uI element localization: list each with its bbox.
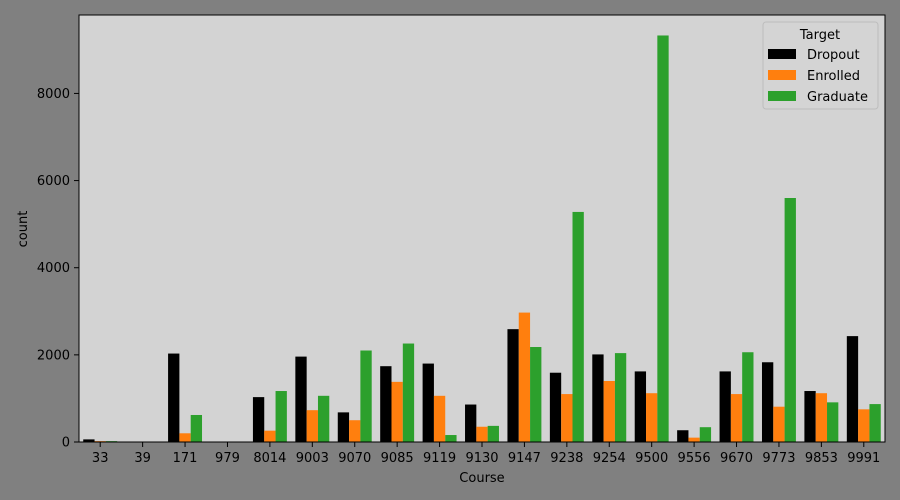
x-tick-label: 33 — [92, 451, 109, 466]
x-tick-label: 979 — [215, 451, 240, 466]
bar-dropout-9773 — [761, 362, 774, 442]
y-axis-label: count — [16, 211, 31, 248]
bar-dropout-9085 — [380, 366, 392, 442]
y-tick-label: 6000 — [37, 174, 70, 189]
bar-dropout-9254 — [592, 354, 604, 442]
x-tick-label: 9254 — [593, 451, 626, 466]
bar-enrolled-9238 — [561, 394, 573, 442]
x-tick-label: 171 — [173, 451, 198, 466]
bar-graduate-9773 — [784, 198, 796, 442]
bar-graduate-8014 — [275, 391, 287, 442]
bar-enrolled-9773 — [773, 406, 785, 442]
bar-dropout-9853 — [804, 391, 816, 442]
x-tick-label: 9119 — [423, 451, 456, 466]
bar-graduate-9085 — [402, 343, 415, 442]
bar-enrolled-9500 — [646, 393, 658, 442]
bar-dropout-33 — [83, 439, 95, 442]
y-tick-label: 2000 — [37, 348, 70, 363]
y-tick-label: 0 — [62, 436, 70, 451]
y-tick-label: 8000 — [37, 87, 70, 102]
bar-enrolled-9670 — [730, 394, 743, 442]
bar-graduate-9147 — [530, 347, 542, 442]
bar-dropout-9119 — [422, 363, 434, 442]
y-axis: 0 2000 4000 6000 8000 — [37, 87, 79, 451]
bar-graduate-9500 — [657, 35, 669, 442]
legend-swatch-dropout — [768, 49, 796, 59]
bar-enrolled-9991 — [858, 409, 870, 442]
bars-layer — [83, 35, 881, 442]
bar-graduate-9991 — [869, 404, 881, 442]
legend-title: Target — [799, 28, 840, 43]
bar-dropout-9670 — [719, 371, 731, 442]
x-tick-label: 9003 — [296, 451, 329, 466]
x-tick-label: 9853 — [805, 451, 838, 466]
bar-graduate-171 — [190, 414, 203, 442]
legend-swatch-enrolled — [768, 70, 796, 80]
x-tick-label: 9147 — [508, 451, 541, 466]
bar-enrolled-9070 — [349, 420, 361, 442]
bar-graduate-9238 — [572, 211, 584, 442]
bar-graduate-9003 — [317, 395, 330, 442]
bar-graduate-9254 — [614, 353, 627, 442]
x-axis-label: Course — [459, 471, 504, 486]
bar-graduate-9130 — [487, 425, 499, 442]
x-tick-label: 9500 — [635, 451, 668, 466]
bar-enrolled-9556 — [688, 437, 700, 442]
x-tick-label: 39 — [134, 451, 151, 466]
x-axis: 33 39 171 979 8014 9003 9070 9085 9119 9130 9147 92… — [92, 442, 880, 466]
x-tick-label: 9238 — [550, 451, 583, 466]
bar-dropout-8014 — [252, 397, 265, 442]
y-tick-label: 4000 — [37, 261, 70, 276]
x-tick-label: 8014 — [253, 451, 286, 466]
bar-dropout-9991 — [846, 336, 859, 442]
bar-enrolled-9085 — [391, 381, 403, 442]
x-tick-label: 9556 — [678, 451, 711, 466]
bar-enrolled-9130 — [476, 426, 488, 442]
bar-enrolled-9254 — [603, 381, 615, 442]
bar-enrolled-8014 — [264, 430, 276, 442]
legend: Target Dropout Enrolled Graduate — [762, 21, 879, 110]
bar-dropout-9500 — [634, 371, 647, 442]
bar-graduate-9853 — [827, 402, 839, 442]
legend-label-dropout: Dropout — [807, 48, 860, 63]
bar-enrolled-9853 — [815, 393, 828, 442]
bar-dropout-9238 — [549, 372, 562, 442]
bar-enrolled-171 — [179, 433, 191, 442]
plot-frame — [78, 14, 886, 443]
bar-dropout-9003 — [295, 356, 307, 442]
bar-enrolled-9119 — [433, 395, 446, 442]
legend-swatch-graduate — [768, 91, 796, 101]
bar-dropout-9147 — [507, 329, 519, 442]
x-tick-label: 9991 — [847, 451, 880, 466]
legend-label-graduate: Graduate — [807, 90, 868, 105]
bar-graduate-9070 — [360, 350, 372, 442]
bar-graduate-9119 — [445, 435, 457, 442]
x-tick-label: 9085 — [381, 451, 414, 466]
legend-label-enrolled: Enrolled — [807, 69, 860, 84]
bar-enrolled-9003 — [306, 410, 318, 442]
bar-dropout-9130 — [465, 404, 477, 442]
x-tick-label: 9070 — [338, 451, 371, 466]
bar-dropout-171 — [168, 353, 180, 442]
x-tick-label: 9130 — [465, 451, 498, 466]
bar-graduate-9670 — [742, 352, 754, 442]
bar-graduate-9556 — [699, 427, 712, 442]
bar-dropout-9556 — [677, 430, 689, 442]
bar-dropout-9070 — [337, 412, 350, 442]
bar-enrolled-9147 — [518, 312, 531, 442]
x-tick-label: 9670 — [720, 451, 753, 466]
legend-box — [762, 21, 879, 110]
x-tick-label: 9773 — [762, 451, 795, 466]
